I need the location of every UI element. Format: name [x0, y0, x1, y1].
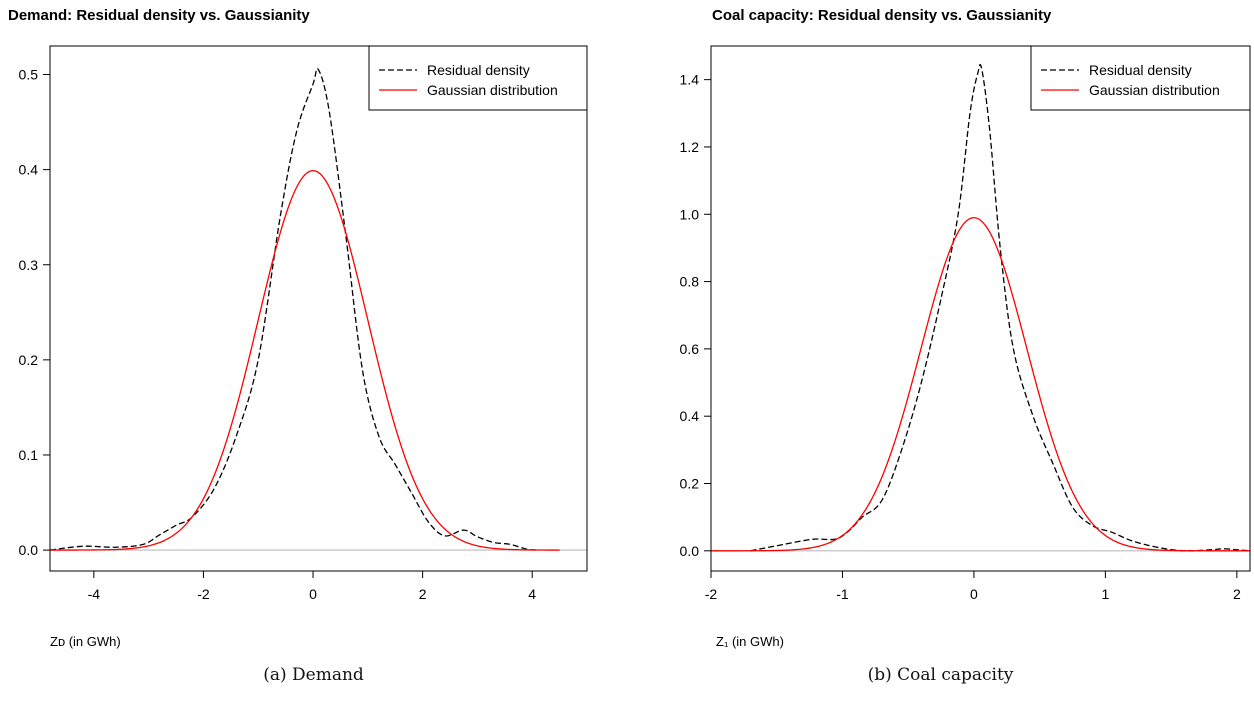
legend: Residual density Gaussian distribution	[368, 45, 588, 111]
chart-title: Demand: Residual density vs. Gaussianity	[8, 7, 310, 24]
legend-label: Residual density	[427, 62, 530, 78]
y-tick-label: 0.1	[19, 447, 39, 463]
y-tick-label: 0.3	[19, 257, 39, 273]
x-tick-label: 4	[528, 586, 536, 602]
plot-frame	[49, 45, 588, 572]
x-tick-label: 2	[419, 586, 427, 602]
x-tick-label: 0	[970, 586, 978, 602]
x-tick-label: -1	[836, 586, 849, 602]
legend-label: Gaussian distribution	[1089, 82, 1220, 98]
legend: Residual density Gaussian distribution	[1030, 45, 1251, 111]
y-tick-label: 0.0	[680, 543, 700, 559]
x-tick-label: -2	[705, 586, 718, 602]
caption-coal: (b) Coal capacity	[867, 665, 1014, 685]
x-tick-label: -4	[88, 586, 101, 602]
y-tick-label: 0.6	[680, 341, 700, 357]
series-line-residual-density	[750, 63, 1251, 552]
y-tick-label: 0.4	[680, 408, 700, 424]
y-tick-label: 0.2	[680, 476, 700, 492]
x-tick-label: -2	[197, 586, 210, 602]
chart-panel-coal: Coal capacity: Residual density vs. Gaus…	[627, 0, 1254, 709]
chart-title: Coal capacity: Residual density vs. Gaus…	[712, 7, 1052, 24]
y-tick-label: 0.5	[19, 67, 39, 83]
legend-box	[1030, 45, 1251, 111]
legend-label: Residual density	[1089, 62, 1192, 78]
x-axis-label: Zᴅ (in GWh)	[50, 634, 121, 649]
legend-box	[368, 45, 588, 111]
x-tick-label: 0	[309, 586, 317, 602]
plot-frame	[710, 45, 1251, 572]
series-line-gaussian	[50, 169, 560, 551]
series-line-gaussian	[711, 217, 1250, 552]
y-tick-label: 0.0	[19, 542, 39, 558]
y-tick-label: 0.2	[19, 352, 39, 368]
x-tick-label: 2	[1233, 586, 1241, 602]
legend-label: Gaussian distribution	[427, 82, 558, 98]
y-tick-label: 0.4	[19, 162, 39, 178]
y-tick-label: 0.8	[680, 274, 700, 290]
chart-coal-svg: Coal capacity: Residual density vs. Gaus…	[680, 7, 1251, 649]
chart-demand-svg: Demand: Residual density vs. Gaussianity…	[8, 7, 588, 649]
series-line-residual-density	[49, 67, 538, 551]
y-tick-label: 1.4	[680, 72, 700, 88]
caption-demand: (a) Demand	[263, 665, 364, 685]
y-tick-label: 1.2	[680, 139, 700, 155]
x-tick-label: 1	[1101, 586, 1109, 602]
y-tick-label: 1.0	[680, 206, 700, 222]
x-axis-label: Z₁ (in GWh)	[716, 634, 784, 649]
chart-panel-demand: Demand: Residual density vs. Gaussianity…	[8, 7, 588, 685]
